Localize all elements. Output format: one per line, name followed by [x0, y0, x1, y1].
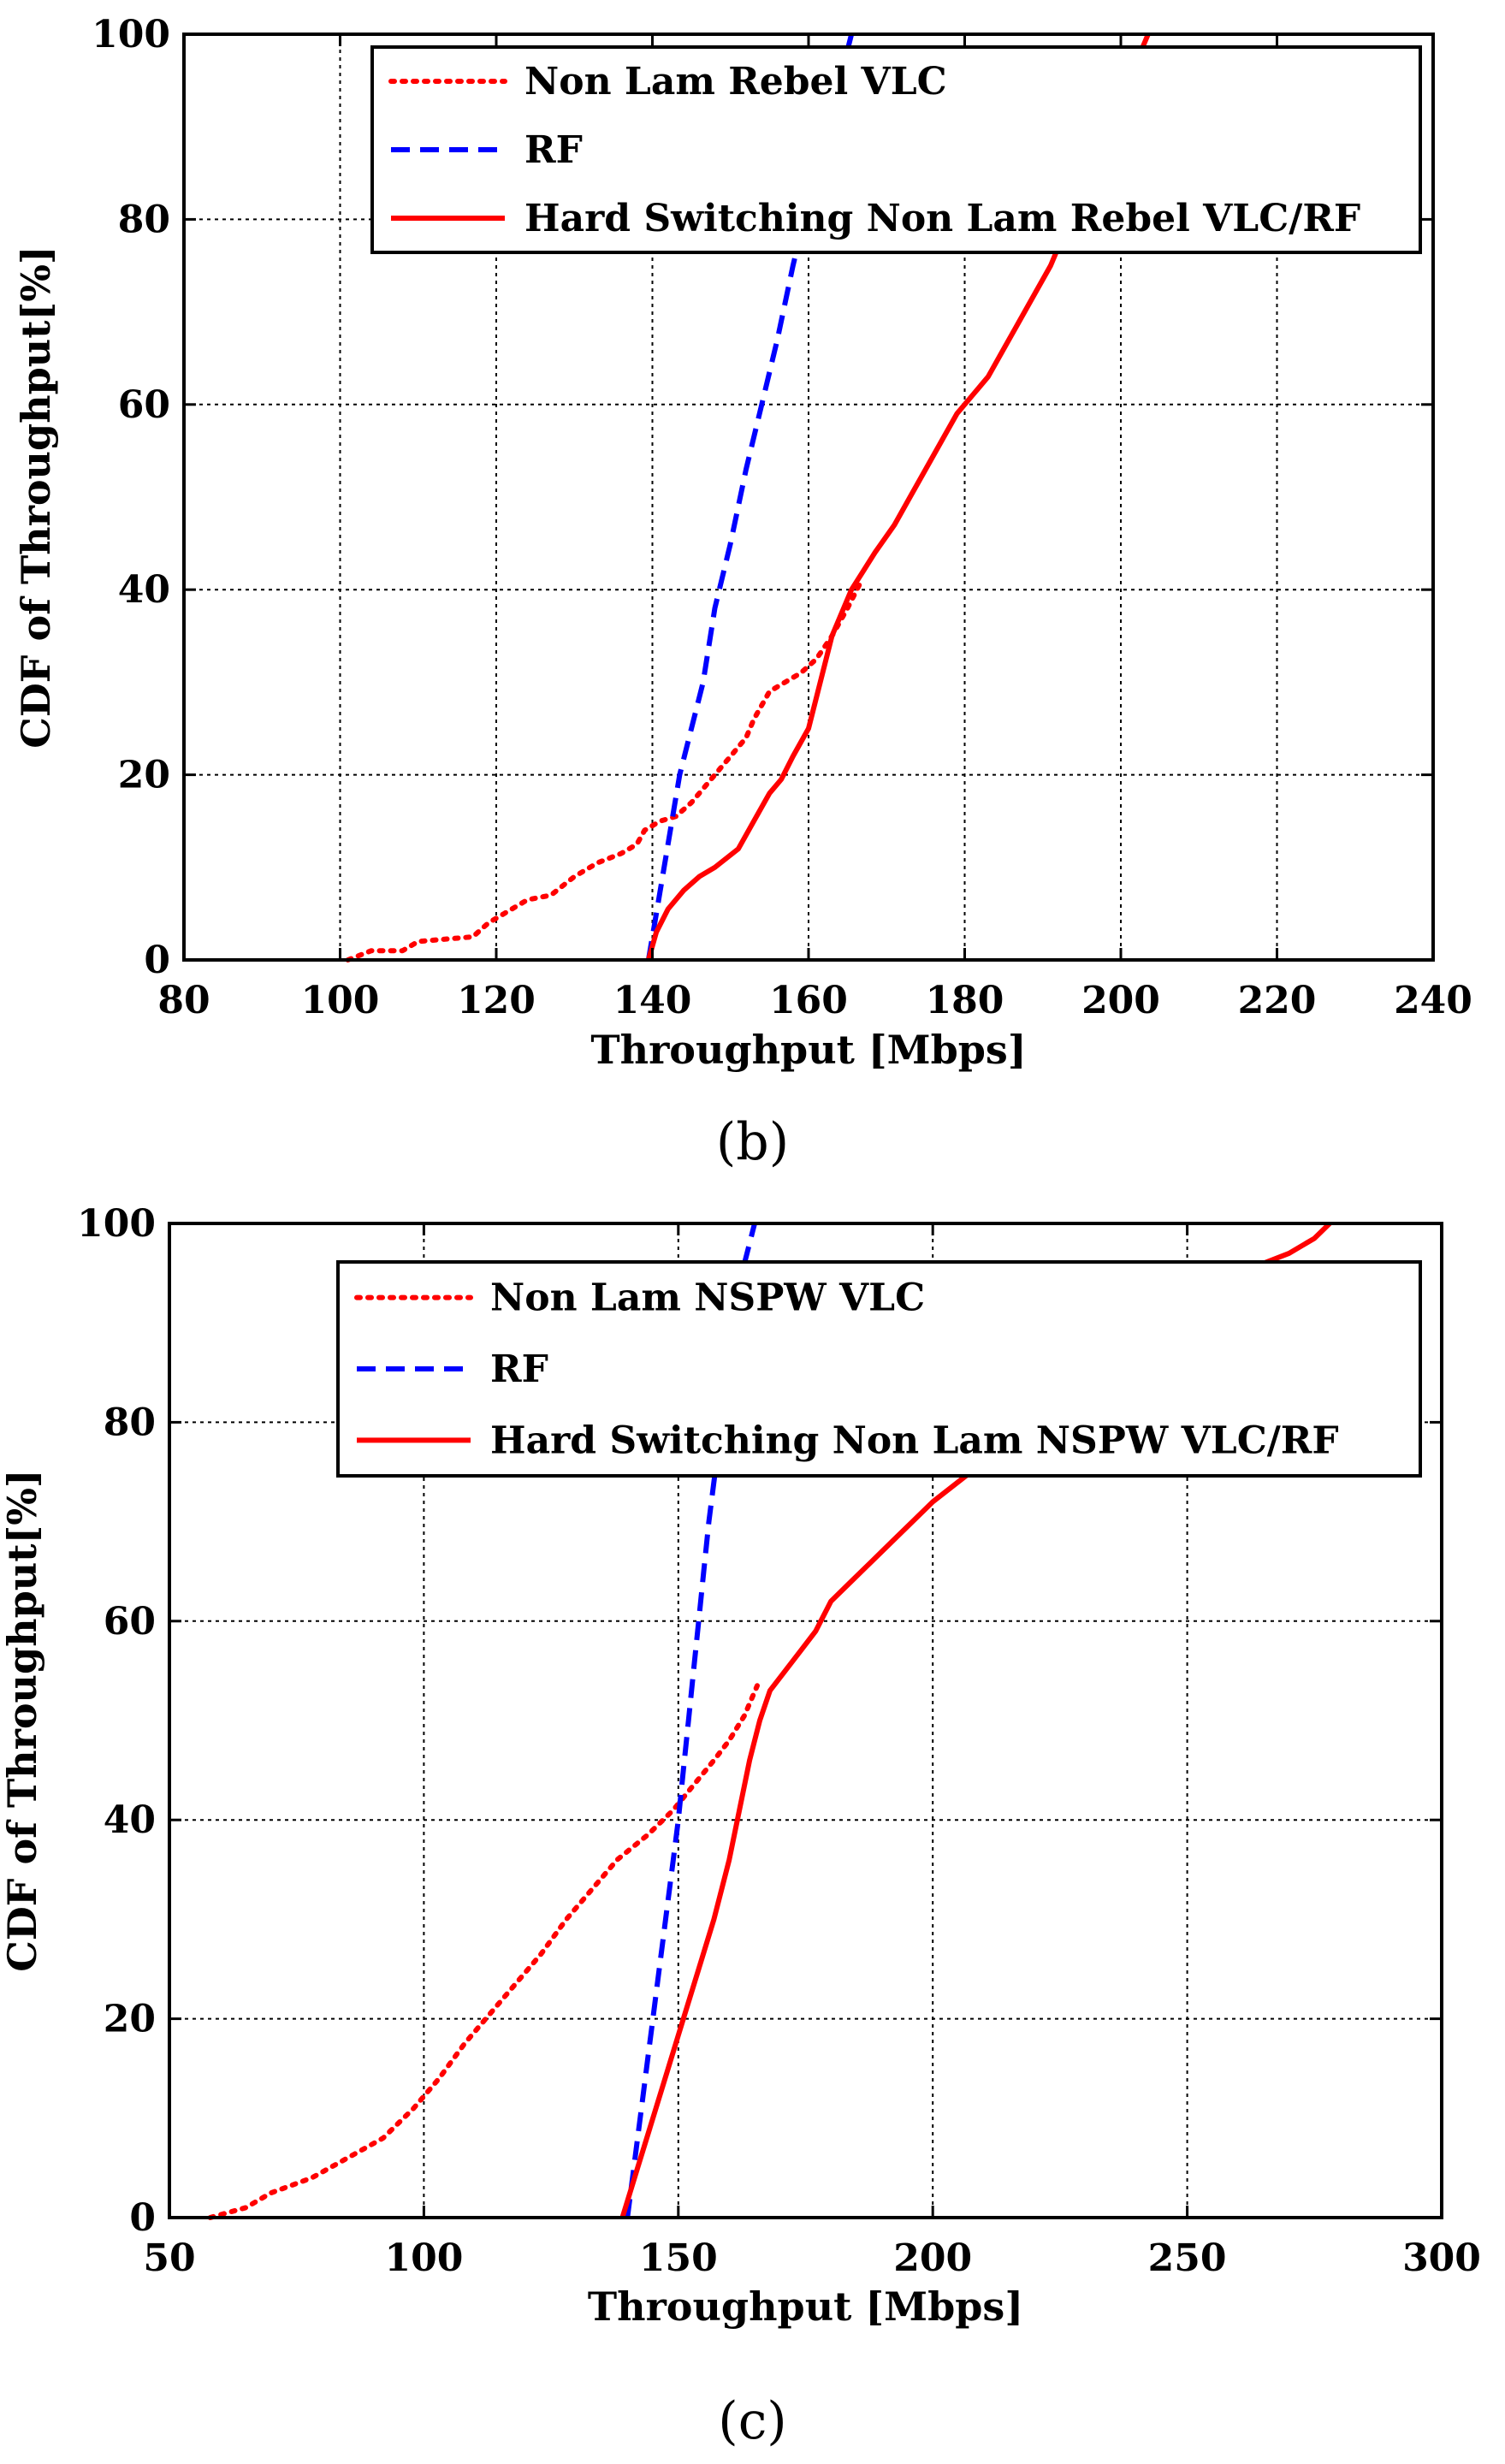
- chart-c: 50 100 150 200 250 300 0 20 40 60 80 100 Throughput …: [0, 1202, 1481, 2330]
- y-tick-label: 20: [118, 754, 170, 797]
- x-tick-label: 160: [769, 979, 848, 1022]
- y-axis-label: CDF of Throughput[%]: [13, 246, 59, 748]
- legend-box: [336, 1260, 1422, 1478]
- y-tick-label: 0: [129, 2196, 156, 2240]
- chart-b: 80 100 120 140 160 180 200 220 240 0 20 40 60 80 100 Th…: [13, 13, 1472, 1073]
- y-tick-label: 100: [77, 1202, 156, 1246]
- y-tick-label: 80: [104, 1401, 156, 1444]
- legend-label-1: Non Lam Rebel VLC: [524, 60, 947, 104]
- legend-label-3: Hard Switching Non Lam NSPW VLC/RF: [490, 1419, 1339, 1462]
- x-tick-label: 50: [143, 2236, 195, 2280]
- y-tick-label: 0: [144, 939, 170, 982]
- x-tick-label: 200: [1081, 979, 1160, 1022]
- x-tick-label: 220: [1238, 979, 1317, 1022]
- legend-label-3: Hard Switching Non Lam Rebel VLC/RF: [524, 197, 1360, 240]
- x-tick-label: 240: [1394, 979, 1472, 1022]
- y-tick-label: 80: [118, 198, 170, 241]
- legend-label-2: RF: [524, 128, 583, 172]
- x-tick-label: 250: [1148, 2236, 1227, 2280]
- x-tick-label: 140: [613, 979, 692, 1022]
- x-tick-label: 100: [384, 2236, 463, 2280]
- series-line-1: [207, 1683, 760, 2220]
- x-tick-label: 80: [157, 979, 210, 1022]
- x-tick-label: 200: [893, 2236, 972, 2280]
- x-tick-label: 150: [639, 2236, 718, 2280]
- y-tick-label: 60: [118, 383, 170, 427]
- x-tick-label: 180: [926, 979, 1004, 1022]
- x-tick-label: 300: [1402, 2236, 1481, 2280]
- series-line-1: [345, 582, 862, 962]
- y-tick-label: 40: [104, 1798, 156, 1842]
- caption-c: (c): [718, 2391, 787, 2451]
- x-axis-label: Throughput [Mbps]: [588, 2283, 1023, 2330]
- series-line-2: [625, 1223, 757, 2218]
- y-tick-label: 60: [104, 1600, 156, 1644]
- y-tick-label: 20: [104, 1998, 156, 2041]
- caption-b: (b): [715, 1112, 790, 1172]
- figure-b: 80 100 120 140 160 180 200 220 240 0 20 40 60 80 100 Th…: [0, 0, 1505, 1198]
- plot-frame: [168, 1222, 1443, 2219]
- legend-label-1: Non Lam NSPW VLC: [490, 1276, 925, 1320]
- legend-label-2: RF: [490, 1348, 548, 1391]
- x-tick-label: 100: [301, 979, 380, 1022]
- y-axis-label: CDF of Throughput[%]: [0, 1469, 45, 1971]
- x-tick-label: 120: [457, 979, 536, 1022]
- y-tick-label: 40: [118, 568, 170, 612]
- figure-c: 50 100 150 200 250 300 0 20 40 60 80 100 Throughput …: [0, 1198, 1505, 2464]
- legend-box: [370, 45, 1422, 254]
- y-tick-label: 100: [92, 13, 170, 56]
- x-axis-label: Throughput [Mbps]: [590, 1027, 1026, 1073]
